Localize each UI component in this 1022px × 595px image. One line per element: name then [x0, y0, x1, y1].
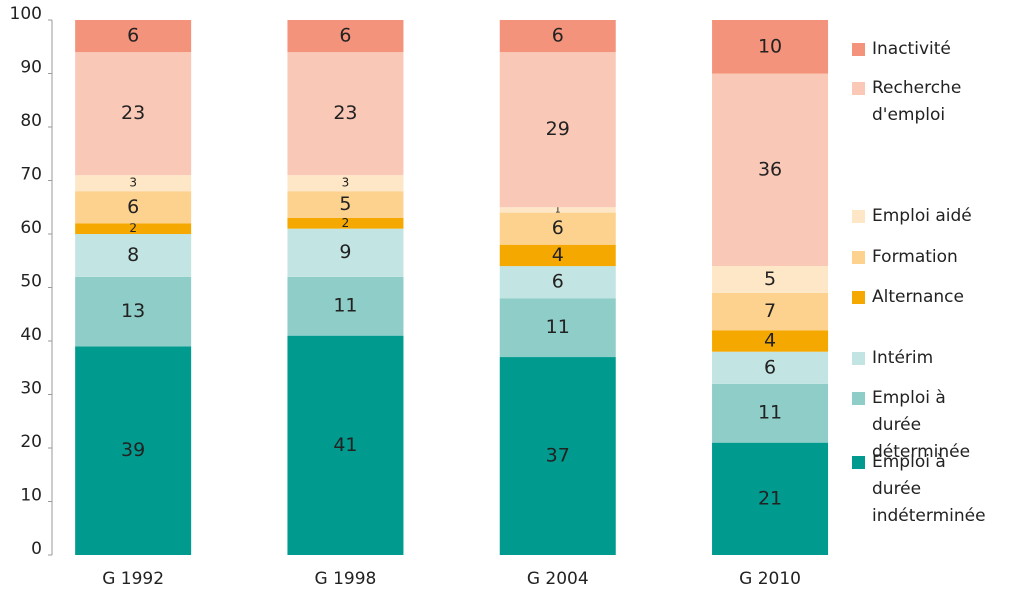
data-label: 10 [758, 35, 782, 57]
bar-segment [287, 175, 404, 192]
bar-segment [75, 234, 192, 277]
data-label: 13 [121, 300, 145, 322]
data-label: 6 [339, 25, 351, 47]
legend-swatch [852, 82, 865, 95]
data-label: 6 [552, 217, 564, 239]
data-label: 6 [552, 25, 564, 47]
data-label: 6 [127, 25, 139, 47]
bar-segment [712, 442, 829, 555]
data-label: 29 [546, 118, 570, 140]
x-tick-label: G 1992 [102, 569, 164, 589]
data-label: 8 [127, 244, 139, 266]
data-label: 2 [129, 221, 137, 235]
bar-segment [287, 228, 404, 277]
bar-segment [75, 223, 192, 234]
legend-label: Formation [872, 247, 958, 267]
bar-segment [712, 383, 829, 443]
legend-swatch [852, 456, 865, 469]
data-label: 6 [764, 356, 776, 378]
data-label: 11 [546, 316, 570, 338]
bar-segment [499, 266, 616, 299]
bar-segment [75, 191, 192, 224]
data-label: 3 [129, 176, 137, 190]
legend-label: Emploi à durée indéterminée [872, 452, 986, 526]
data-label: 41 [333, 434, 357, 456]
legend-swatch [852, 392, 865, 405]
data-label: 6 [127, 196, 139, 218]
bar-segment [287, 276, 404, 336]
data-label: 23 [333, 102, 357, 124]
x-tick-label: G 2010 [739, 569, 801, 589]
bar-segment [75, 276, 192, 347]
bar-segment [287, 52, 404, 176]
bar-segment [499, 52, 616, 208]
y-tick-label: 20 [20, 432, 42, 452]
y-tick-label: 30 [20, 379, 42, 399]
bar-segment [287, 335, 404, 555]
legend-label: Inactivité [872, 39, 951, 59]
bar-segment [75, 346, 192, 555]
data-label: 9 [339, 241, 351, 263]
legend-label: Recherche d'emploi [872, 78, 962, 125]
bar-segment [499, 207, 616, 213]
data-label: 21 [758, 487, 782, 509]
data-label: 11 [758, 402, 782, 424]
bar-segment [75, 52, 192, 176]
legend-swatch [852, 43, 865, 56]
y-tick-label: 10 [20, 486, 42, 506]
data-label: 5 [339, 193, 351, 215]
bar-segment [287, 191, 404, 218]
bar-segment [499, 298, 616, 358]
data-label: 2 [342, 216, 350, 230]
bar-segment [712, 351, 829, 384]
data-label: 6 [552, 271, 564, 293]
data-label: 39 [121, 439, 145, 461]
data-label: 5 [764, 268, 776, 290]
legend-label: Emploi aidé [872, 206, 972, 226]
y-tick-label: 70 [20, 165, 42, 185]
bar-segment [712, 292, 829, 331]
y-tick-label: 90 [20, 58, 42, 78]
legend-label: Emploi à durée déterminée [872, 388, 971, 462]
legend-swatch [852, 352, 865, 365]
data-label: 7 [764, 300, 776, 322]
bar-segment [499, 357, 616, 555]
legend-swatch [852, 251, 865, 264]
legend-swatch [852, 210, 865, 223]
bar-segment [499, 244, 616, 267]
data-label: 37 [546, 445, 570, 467]
data-label: 11 [333, 295, 357, 317]
y-tick-label: 80 [20, 111, 42, 131]
bar-segment [712, 266, 829, 293]
data-label: 23 [121, 102, 145, 124]
y-tick-label: 100 [10, 4, 42, 24]
legend-label: Alternance [872, 287, 964, 307]
data-label: 1 [555, 205, 561, 215]
y-tick-label: 0 [31, 539, 42, 559]
data-label: 36 [758, 158, 782, 180]
data-label: 3 [342, 176, 350, 190]
bar-segment [712, 330, 829, 352]
bar-segment [712, 73, 829, 267]
bar-segment [499, 212, 616, 245]
legend-label: Intérim [872, 348, 934, 368]
y-tick-label: 40 [20, 325, 42, 345]
legend-swatch [852, 291, 865, 304]
data-label: 4 [552, 244, 564, 266]
bar-segment [75, 20, 192, 53]
bar-segment [287, 217, 404, 229]
bar-segment [499, 20, 616, 53]
bar-segment [75, 175, 192, 192]
bar-segment [712, 20, 829, 74]
data-label: 4 [764, 330, 776, 352]
y-tick-label: 60 [20, 218, 42, 238]
x-tick-label: G 2004 [527, 569, 589, 589]
x-tick-label: G 1998 [315, 569, 377, 589]
bar-segment [287, 20, 404, 53]
y-tick-label: 50 [20, 272, 42, 292]
